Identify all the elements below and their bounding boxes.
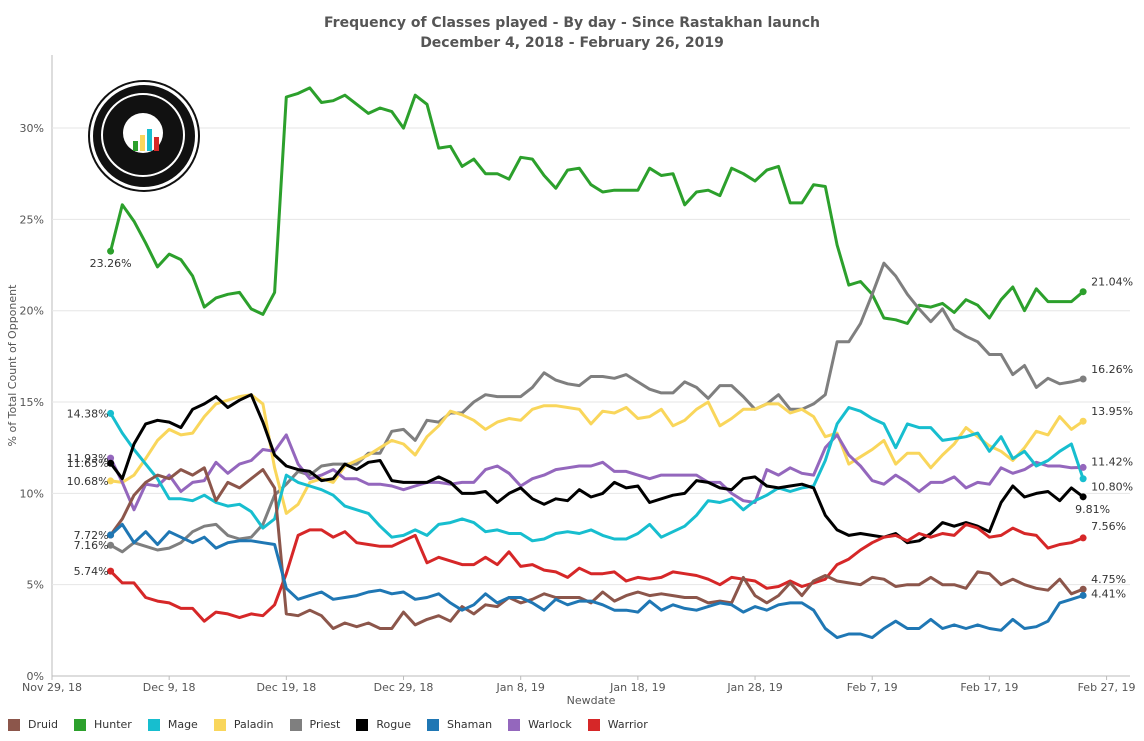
legend-label: Hunter [94, 718, 132, 731]
start-point-warlock [107, 454, 115, 462]
end-label-druid: 4.75% [1091, 573, 1126, 586]
start-label-hunter: 23.26% [90, 257, 132, 270]
start-point-hunter [107, 247, 115, 255]
chart-title: Frequency of Classes played - By day - S… [324, 15, 820, 31]
start-label-paladin: 10.68% [67, 475, 109, 488]
legend-label: Shaman [446, 718, 493, 731]
series-line-warrior [109, 522, 1084, 623]
y-tick-label: 25% [20, 213, 44, 226]
legend-label: Druid [28, 718, 59, 731]
x-tick-label: Feb 27, 19 [1078, 681, 1136, 694]
end-label-hunter: 21.04% [1091, 276, 1133, 289]
start-point-priest [107, 541, 115, 549]
start-point-mage [107, 409, 115, 417]
legend-label: Warrior [607, 718, 648, 731]
legend-swatch [74, 718, 87, 731]
y-tick-label: 5% [27, 579, 44, 592]
start-label-druid: 7.72% [74, 529, 109, 542]
end-point-mage [1079, 475, 1087, 483]
end-label-paladin: 13.95% [1091, 405, 1133, 418]
legend-item-paladin[interactable]: Paladin [213, 718, 274, 731]
legend-label: Warlock [528, 718, 572, 731]
series-line-mage [109, 406, 1085, 543]
legend-item-warlock[interactable]: Warlock [508, 718, 572, 731]
x-tick-label: Dec 9, 18 [143, 681, 196, 694]
start-label-rogue: 11.65% [67, 457, 109, 470]
legend-item-hunter[interactable]: Hunter [74, 718, 132, 731]
x-tick-label: Dec 19, 18 [256, 681, 316, 694]
legend-item-shaman[interactable]: Shaman [426, 718, 493, 731]
end-point-rogue [1079, 493, 1087, 501]
data-reaper-logo [90, 82, 198, 190]
y-tick-label: 15% [20, 396, 44, 409]
start-point-warrior [107, 567, 115, 575]
chart-subtitle: December 4, 2018 - February 26, 2019 [420, 35, 724, 51]
start-label-warlock: 11.93% [67, 452, 109, 465]
end-point-priest [1079, 375, 1087, 383]
start-label-warrior: 5.74% [74, 565, 109, 578]
x-tick-label: Nov 29, 18 [22, 681, 82, 694]
end-label-warrior: 7.56% [1091, 520, 1126, 533]
end-point-warrior [1079, 534, 1087, 542]
legend-label: Mage [167, 718, 198, 731]
end-label-warlock: 11.42% [1091, 455, 1133, 468]
end-label-mage: 10.80% [1091, 481, 1133, 494]
start-label-priest: 7.16% [74, 539, 109, 552]
start-label-mage: 14.38% [67, 407, 109, 420]
x-tick-label: Jan 8, 19 [495, 681, 544, 694]
legend-item-druid[interactable]: Druid [8, 718, 58, 731]
end-point-warlock [1079, 463, 1087, 471]
x-tick-label: Dec 29, 18 [374, 681, 434, 694]
legend-swatch [587, 718, 600, 731]
end-point-paladin [1079, 417, 1087, 425]
x-axis-label: Newdate [567, 694, 616, 707]
legend-swatch [508, 718, 521, 731]
series-line-priest [109, 261, 1084, 554]
y-tick-label: 0% [27, 670, 44, 683]
y-axis-label: % of Total Count of Opponent [6, 284, 19, 447]
series-line-druid [109, 466, 1084, 630]
y-tick-label: 10% [20, 487, 44, 500]
x-tick-label: Jan 18, 19 [609, 681, 665, 694]
start-point-rogue [107, 459, 115, 467]
chart-legend: Druid Hunter Mage Paladin Priest Rogue Shaman W… [8, 718, 664, 731]
start-point-paladin [107, 477, 115, 485]
x-tick-label: Jan 28, 19 [726, 681, 782, 694]
series-line-hunter [109, 86, 1085, 325]
series-line-warlock [109, 433, 1084, 512]
series-line-paladin [110, 393, 1084, 515]
series-line-shaman [109, 522, 1084, 640]
legend-swatch [426, 718, 439, 731]
end-point-hunter [1079, 288, 1087, 296]
legend-swatch [289, 718, 302, 731]
series-line-rogue [109, 393, 1085, 545]
legend-swatch [147, 718, 160, 731]
y-tick-label: 20% [20, 305, 44, 318]
end-point-druid [1079, 585, 1087, 593]
legend-swatch [356, 718, 369, 731]
legend-item-mage[interactable]: Mage [147, 718, 198, 731]
legend-item-rogue[interactable]: Rogue [356, 718, 411, 731]
legend-swatch [213, 718, 226, 731]
legend-label: Rogue [376, 718, 411, 731]
legend-swatch [8, 718, 20, 731]
end-label-shaman: 4.41% [1091, 587, 1126, 600]
y-tick-label: 30% [20, 122, 44, 135]
end-label-rogue: 9.81% [1075, 503, 1110, 516]
legend-label: Priest [309, 718, 341, 731]
x-tick-label: Feb 17, 19 [960, 681, 1018, 694]
legend-label: Paladin [233, 718, 274, 731]
legend-item-priest[interactable]: Priest [289, 718, 341, 731]
end-point-shaman [1079, 591, 1087, 599]
start-point-shaman [107, 531, 115, 539]
legend-item-warrior[interactable]: Warrior [587, 718, 648, 731]
end-label-priest: 16.26% [1091, 363, 1133, 376]
x-tick-label: Feb 7, 19 [847, 681, 898, 694]
